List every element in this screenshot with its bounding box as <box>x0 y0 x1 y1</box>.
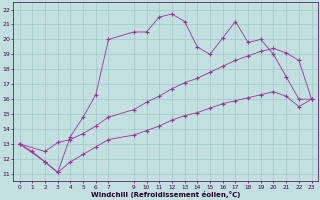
X-axis label: Windchill (Refroidissement éolien,°C): Windchill (Refroidissement éolien,°C) <box>91 191 240 198</box>
